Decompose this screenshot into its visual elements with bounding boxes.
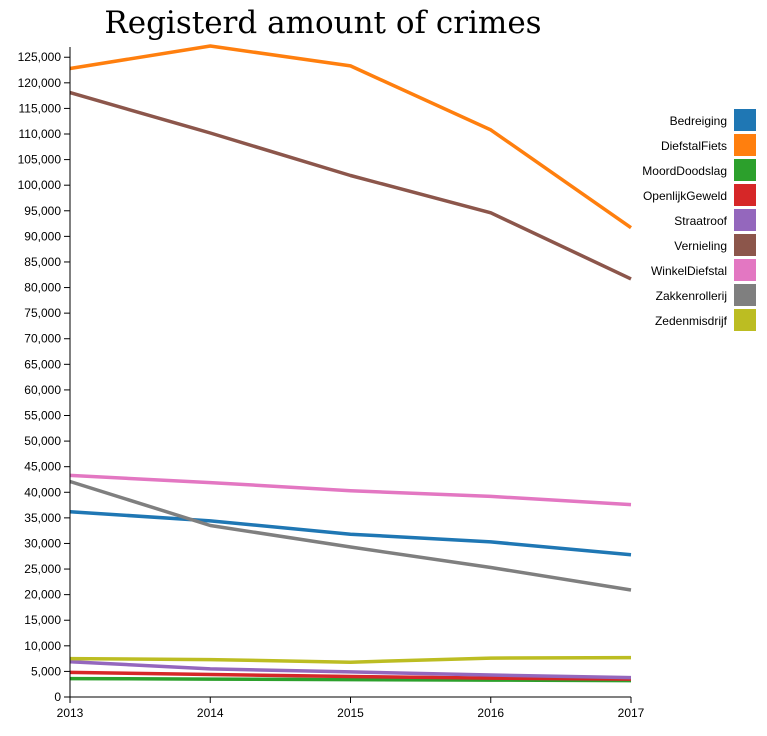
y-tick-label: 30,000 <box>24 536 61 550</box>
x-tick-label: 2017 <box>618 706 645 720</box>
legend-label: Zakkenrollerij <box>656 289 727 303</box>
y-tick-label: 45,000 <box>24 460 61 474</box>
series-line-winkeldiefstal <box>69 473 632 507</box>
legend-swatch <box>734 184 756 206</box>
x-tick-label: 2013 <box>57 706 84 720</box>
y-tick-label: 10,000 <box>24 639 61 653</box>
y-tick-label: 90,000 <box>24 229 61 243</box>
y-tick-label: 115,000 <box>19 101 62 115</box>
series-line-bedreiging <box>69 509 632 557</box>
legend-swatch <box>734 234 756 256</box>
y-tick-label: 5,000 <box>31 664 61 678</box>
y-tick-label: 25,000 <box>24 562 61 576</box>
series-line-zakkenrollerij <box>69 479 632 592</box>
y-axis: 0 5,000 10,000 15,000 20,000 25,000 30,000 35,0… <box>18 47 71 704</box>
legend-item-diefstalfiets: DiefstalFiets <box>661 134 756 156</box>
y-tick-label: 70,000 <box>24 332 61 346</box>
y-tick-label: 100,000 <box>18 178 62 192</box>
y-tick-label: 85,000 <box>24 255 61 269</box>
y-tick-label: 0 <box>54 690 61 704</box>
y-tick-label: 110,000 <box>19 127 62 141</box>
x-tick-label: 2015 <box>337 706 364 720</box>
legend-label: Straatroof <box>674 214 727 228</box>
legend-swatch <box>734 109 756 131</box>
series-line-openlijkgeweld <box>69 670 632 681</box>
legend: Bedreiging DiefstalFiets MoordDoodslag Open… <box>642 109 756 331</box>
y-tick-label: 75,000 <box>24 306 61 320</box>
legend-item-zakkenrollerij: Zakkenrollerij <box>656 284 756 306</box>
legend-item-openlijkgeweld: OpenlijkGeweld <box>643 184 756 206</box>
legend-swatch <box>734 284 756 306</box>
legend-item-straatroof: Straatroof <box>674 209 756 231</box>
legend-item-zedenmisdrijf: Zedenmisdrijf <box>655 309 756 331</box>
y-tick-label: 35,000 <box>24 511 61 525</box>
y-tick-label: 105,000 <box>18 153 62 167</box>
legend-label: Vernieling <box>674 239 727 253</box>
chart-title: Registerd amount of crimes <box>104 5 541 41</box>
y-tick-label: 65,000 <box>24 357 61 371</box>
legend-label: OpenlijkGeweld <box>643 189 727 203</box>
y-tick-label: 40,000 <box>24 485 61 499</box>
legend-label: WinkelDiefstal <box>651 264 727 278</box>
x-tick-label: 2014 <box>197 706 224 720</box>
series-line-straatroof <box>69 659 632 680</box>
series-line-vernieling <box>69 90 632 281</box>
y-tick-label: 80,000 <box>24 281 61 295</box>
legend-item-bedreiging: Bedreiging <box>670 109 756 131</box>
y-tick-label: 50,000 <box>24 434 61 448</box>
y-tick-label: 125,000 <box>18 50 62 64</box>
legend-swatch <box>734 259 756 281</box>
legend-item-moorddoodslag: MoordDoodslag <box>642 159 756 181</box>
legend-item-winkeldiefstal: WinkelDiefstal <box>651 259 756 281</box>
legend-item-vernieling: Vernieling <box>674 234 756 256</box>
x-axis: 2013 2014 2015 2016 2017 <box>57 696 645 720</box>
y-tick-label: 95,000 <box>24 204 61 218</box>
legend-label: Zedenmisdrijf <box>655 314 728 328</box>
legend-label: DiefstalFiets <box>661 139 727 153</box>
series-line-diefstalfiets <box>69 44 633 230</box>
y-tick-label: 60,000 <box>24 383 61 397</box>
legend-swatch <box>734 309 756 331</box>
y-tick-label: 55,000 <box>24 409 61 423</box>
legend-swatch <box>734 134 756 156</box>
legend-swatch <box>734 159 756 181</box>
series-line-zedenmisdrijf <box>69 655 632 664</box>
legend-label: Bedreiging <box>670 114 727 128</box>
legend-label: MoordDoodslag <box>642 164 727 178</box>
x-tick-label: 2016 <box>477 706 504 720</box>
y-tick-label: 15,000 <box>24 613 61 627</box>
legend-swatch <box>734 209 756 231</box>
series-line-moorddoodslag <box>69 676 632 683</box>
series-layer <box>69 44 633 683</box>
y-tick-label: 20,000 <box>24 588 61 602</box>
y-tick-label: 120,000 <box>18 76 62 90</box>
